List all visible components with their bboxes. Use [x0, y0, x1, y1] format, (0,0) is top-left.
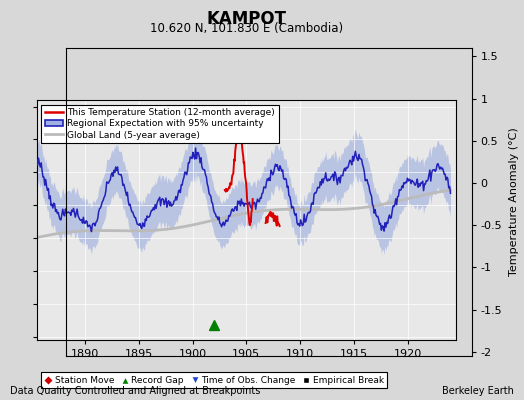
Text: 10.620 N, 101.830 E (Cambodia): 10.620 N, 101.830 E (Cambodia) — [150, 22, 343, 35]
Text: KAMPOT: KAMPOT — [206, 10, 286, 28]
Text: Data Quality Controlled and Aligned at Breakpoints: Data Quality Controlled and Aligned at B… — [10, 386, 261, 396]
Y-axis label: Temperature Anomaly (°C): Temperature Anomaly (°C) — [509, 128, 519, 276]
Text: Berkeley Earth: Berkeley Earth — [442, 386, 514, 396]
